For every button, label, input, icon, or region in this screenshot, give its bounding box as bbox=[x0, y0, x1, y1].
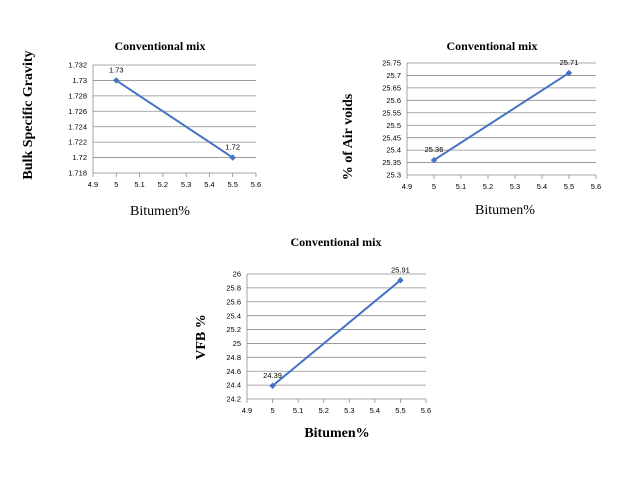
y-tick-label: 1.726 bbox=[68, 107, 87, 116]
data-label: 24.39 bbox=[263, 371, 282, 380]
series-line bbox=[271, 279, 402, 387]
x-tick-label: 5.3 bbox=[344, 406, 354, 415]
y-tick-label: 25.35 bbox=[382, 158, 401, 167]
x-tick-label: 5 bbox=[432, 182, 436, 191]
x-tick-label: 5.1 bbox=[134, 180, 144, 189]
data-point-marker bbox=[269, 382, 276, 390]
data-label: 1.73 bbox=[109, 65, 124, 74]
series-line bbox=[433, 72, 570, 161]
y-tick-label: 24.6 bbox=[226, 367, 241, 376]
series-line bbox=[115, 79, 234, 159]
x-tick-label: 5.2 bbox=[318, 406, 328, 415]
x-tick-label: 5.3 bbox=[181, 180, 191, 189]
y-tick-label: 25.6 bbox=[226, 297, 241, 306]
y-tick-label: 25.45 bbox=[382, 133, 401, 142]
x-tick-label: 4.9 bbox=[402, 182, 412, 191]
x-tick-label: 5.1 bbox=[293, 406, 303, 415]
chart-title: Conventional mix bbox=[290, 235, 381, 249]
y-tick-label: 25.3 bbox=[386, 171, 401, 180]
chart-vfb: 24.2 24.4 24.6 24.8 25 25.2 25.4 25.6 25.8 26 4.9 5… bbox=[194, 235, 431, 441]
y-tick-label: 1.728 bbox=[68, 91, 87, 100]
y-tick-label: 24.2 bbox=[226, 395, 241, 404]
x-axis-label: Bitumen% bbox=[304, 426, 369, 441]
chart-bulk-gravity: 1.718 1.72 1.722 1.724 1.726 1.728 1.73 1.732 4.… bbox=[21, 39, 261, 219]
x-tick-label: 5.5 bbox=[564, 182, 574, 191]
y-tick-label: 24.8 bbox=[226, 353, 241, 362]
data-point-marker bbox=[430, 156, 438, 164]
y-tick-label: 1.732 bbox=[68, 61, 87, 70]
chart-title: Conventional mix bbox=[114, 39, 205, 53]
x-tick-label: 5.4 bbox=[537, 182, 547, 191]
y-axis-label: Bulk Specific Gravity bbox=[21, 50, 36, 179]
x-tick-label: 5.5 bbox=[227, 180, 237, 189]
y-axis-label: % of Air voids bbox=[341, 93, 356, 180]
x-tick-label: 5.2 bbox=[483, 182, 493, 191]
x-tick-label: 5.4 bbox=[204, 180, 214, 189]
x-tick-label: 4.9 bbox=[242, 406, 252, 415]
x-tick-label: 5.2 bbox=[158, 180, 168, 189]
y-tick-label: 24.4 bbox=[226, 381, 241, 390]
y-tick-label: 1.722 bbox=[68, 138, 87, 147]
x-tick-label: 5.1 bbox=[456, 182, 466, 191]
y-tick-label: 25.7 bbox=[386, 71, 401, 80]
x-tick-label: 5.4 bbox=[370, 406, 380, 415]
x-tick-label: 5.5 bbox=[395, 406, 405, 415]
y-tick-label: 1.718 bbox=[68, 169, 87, 178]
y-tick-label: 1.73 bbox=[72, 76, 87, 85]
x-tick-label: 5.6 bbox=[591, 182, 601, 191]
y-tick-label: 26 bbox=[233, 270, 241, 279]
y-tick-label: 25.55 bbox=[382, 108, 401, 117]
data-label: 1.72 bbox=[225, 143, 240, 152]
y-tick-label: 25.5 bbox=[386, 121, 401, 130]
y-tick-label: 1.72 bbox=[72, 153, 87, 162]
x-tick-label: 5.6 bbox=[251, 180, 261, 189]
y-tick-label: 25.6 bbox=[386, 96, 401, 105]
chart-title: Conventional mix bbox=[446, 39, 537, 53]
y-tick-label: 25.65 bbox=[382, 83, 401, 92]
y-tick-label: 25 bbox=[233, 339, 241, 348]
y-tick-label: 25.2 bbox=[226, 325, 241, 334]
y-tick-label: 25.75 bbox=[382, 59, 401, 68]
x-tick-label: 5.3 bbox=[510, 182, 520, 191]
x-tick-label: 5 bbox=[270, 406, 274, 415]
y-tick-label: 25.4 bbox=[386, 146, 401, 155]
data-label: 25.36 bbox=[425, 145, 444, 154]
x-tick-label: 4.9 bbox=[88, 180, 98, 189]
x-tick-label: 5.6 bbox=[421, 406, 431, 415]
x-axis-label: Bitumen% bbox=[475, 203, 535, 218]
chart-air-voids: 25.3 25.35 25.4 25.45 25.5 25.55 25.6 25.65 25.7… bbox=[341, 39, 601, 218]
data-point-marker bbox=[565, 69, 573, 77]
data-point-marker bbox=[113, 77, 120, 84]
y-tick-label: 25.4 bbox=[226, 311, 241, 320]
y-tick-label: 1.724 bbox=[68, 122, 87, 131]
data-label: 25.71 bbox=[560, 58, 579, 67]
x-tick-label: 5 bbox=[114, 180, 118, 189]
y-tick-label: 25.8 bbox=[226, 283, 241, 292]
data-label: 25.91 bbox=[391, 265, 410, 274]
data-point-marker bbox=[397, 277, 404, 284]
data-point-marker bbox=[229, 154, 236, 161]
x-axis-label: Bitumen% bbox=[130, 204, 190, 219]
y-axis-label: VFB % bbox=[194, 314, 209, 360]
